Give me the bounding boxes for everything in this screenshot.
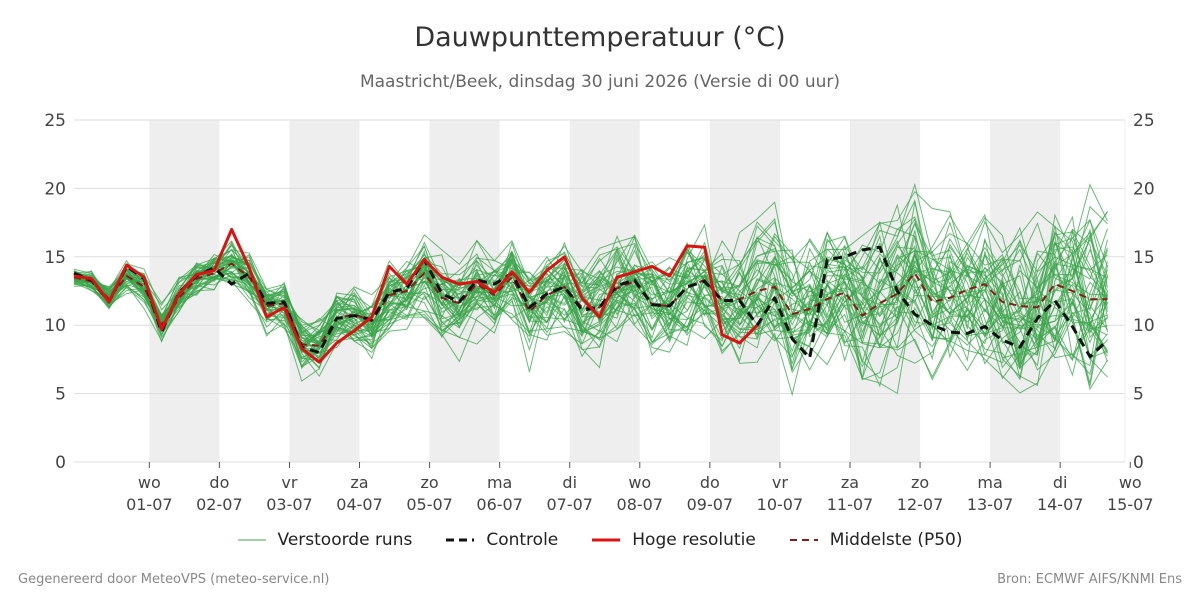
legend-label-ensemble: Verstoorde runs bbox=[277, 530, 413, 550]
x-tick-weekday-03-07: vr bbox=[281, 473, 297, 492]
y-tick-right-20: 20 bbox=[1133, 179, 1155, 199]
legend-label-median: Middelste (P50) bbox=[829, 530, 963, 550]
legend-swatch-high-res bbox=[592, 538, 621, 542]
ensemble-member-29 bbox=[73, 190, 1108, 397]
footer-credit: Gegenereerd door MeteoVPS (meteo-service… bbox=[18, 572, 330, 587]
ensemble-member-44 bbox=[73, 215, 1108, 347]
y-tick-right-5: 5 bbox=[1133, 385, 1144, 405]
x-tick-date-06-07: 06-07 bbox=[476, 495, 523, 514]
legend-swatch-median bbox=[789, 539, 818, 541]
ensemble-member-49 bbox=[73, 201, 1108, 362]
x-tick-weekday-08-07: wo bbox=[628, 473, 651, 492]
x-tick-date-08-07: 08-07 bbox=[617, 495, 664, 514]
x-tick-date-02-07: 02-07 bbox=[196, 495, 243, 514]
ensemble-member-26 bbox=[73, 210, 1108, 380]
x-tick-weekday-04-07: za bbox=[350, 473, 368, 492]
chart-title: Dauwpunttemperatuur (°C) bbox=[414, 22, 786, 53]
legend-item-high-res[interactable]: Hoge resolutie bbox=[592, 530, 756, 550]
y-tick-left-15: 15 bbox=[44, 248, 66, 268]
x-tick-date-12-07: 12-07 bbox=[897, 495, 944, 514]
y-tick-right-15: 15 bbox=[1133, 248, 1155, 268]
legend-item-ensemble[interactable]: Verstoorde runs bbox=[237, 530, 413, 550]
x-tick-weekday-10-07: vr bbox=[772, 473, 788, 492]
legend-item-median[interactable]: Middelste (P50) bbox=[789, 530, 963, 550]
chart-subtitle: Maastricht/Beek, dinsdag 30 juni 2026 (V… bbox=[359, 72, 841, 92]
y-tick-left-25: 25 bbox=[44, 111, 66, 131]
x-tick-date-03-07: 03-07 bbox=[266, 495, 313, 514]
series-high-res bbox=[73, 227, 759, 364]
ensemble-member-45 bbox=[73, 199, 1108, 384]
x-tick-weekday-14-07: di bbox=[1053, 473, 1068, 492]
x-tick-weekday-09-07: do bbox=[700, 473, 720, 492]
y-tick-right-10: 10 bbox=[1133, 316, 1155, 336]
ensemble-member-42 bbox=[73, 240, 1108, 353]
y-tick-left-10: 10 bbox=[44, 316, 66, 336]
y-tick-right-0: 0 bbox=[1133, 453, 1144, 473]
legend-swatch-control bbox=[446, 538, 475, 542]
x-tick-date-13-07: 13-07 bbox=[967, 495, 1014, 514]
x-tick-date-01-07: 01-07 bbox=[126, 495, 173, 514]
legend-label-high-res: Hoge resolutie bbox=[632, 530, 756, 550]
legend-swatch-ensemble bbox=[237, 539, 266, 541]
x-tick-date-14-07: 14-07 bbox=[1037, 495, 1084, 514]
y-tick-left-0: 0 bbox=[55, 453, 66, 473]
x-tick-weekday-12-07: zo bbox=[911, 473, 929, 492]
x-tick-weekday-15-07: wo bbox=[1119, 473, 1142, 492]
x-tick-weekday-06-07: ma bbox=[487, 473, 512, 492]
x-tick-weekday-01-07: wo bbox=[138, 473, 161, 492]
x-tick-weekday-11-07: za bbox=[841, 473, 859, 492]
x-tick-weekday-07-07: di bbox=[562, 473, 577, 492]
x-tick-date-04-07: 04-07 bbox=[336, 495, 383, 514]
x-tick-date-05-07: 05-07 bbox=[406, 495, 453, 514]
legend-item-control[interactable]: Controle bbox=[446, 530, 558, 550]
shade-03-07 bbox=[289, 120, 360, 462]
x-tick-weekday-02-07: do bbox=[209, 473, 229, 492]
y-tick-left-20: 20 bbox=[44, 179, 66, 199]
x-tick-date-15-07: 15-07 bbox=[1107, 495, 1154, 514]
y-tick-right-25: 25 bbox=[1133, 111, 1155, 131]
legend-label-control: Controle bbox=[486, 530, 559, 550]
x-tick-date-09-07: 09-07 bbox=[687, 495, 734, 514]
x-tick-weekday-13-07: ma bbox=[977, 473, 1002, 492]
y-tick-left-5: 5 bbox=[55, 385, 66, 405]
legend: Verstoorde runs Controle Hoge resolutie … bbox=[0, 530, 1200, 550]
x-tick-date-10-07: 10-07 bbox=[757, 495, 804, 514]
footer-source: Bron: ECMWF AIFS/KNMI Ens bbox=[997, 572, 1182, 587]
x-tick-date-11-07: 11-07 bbox=[827, 495, 874, 514]
ensemble-member-36 bbox=[73, 251, 1108, 381]
x-tick-date-07-07: 07-07 bbox=[546, 495, 593, 514]
x-tick-weekday-05-07: zo bbox=[420, 473, 438, 492]
ensemble-member-47 bbox=[73, 234, 1108, 370]
